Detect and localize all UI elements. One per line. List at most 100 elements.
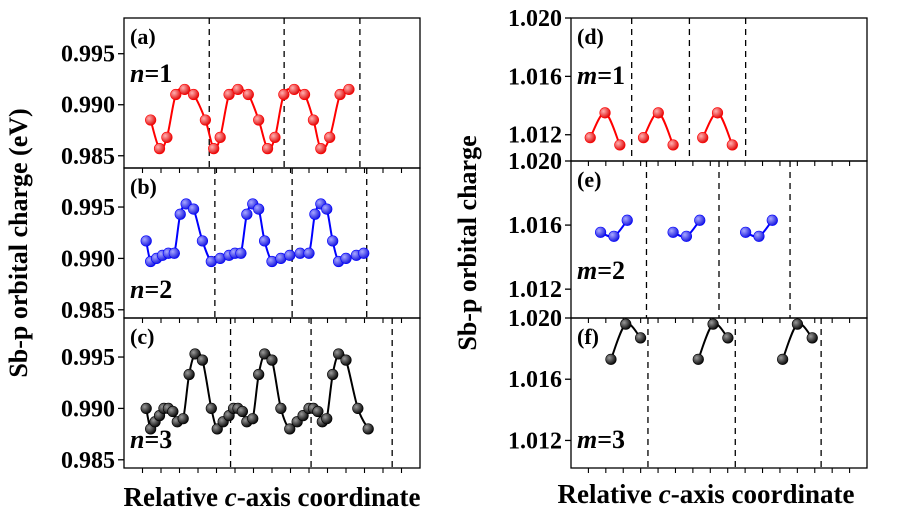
data-point: [153, 143, 166, 155]
data-point: [362, 423, 374, 435]
data-point: [298, 88, 311, 101]
data-point: [187, 88, 200, 101]
y-tick-label: 0.990: [61, 396, 115, 422]
data-point: [253, 114, 265, 126]
data-point: [791, 318, 804, 330]
data-point: [307, 114, 320, 126]
panel-f: 1.020 1.016 1.012 (f) m=3: [508, 306, 868, 473]
data-point: [620, 318, 632, 330]
data-point: [722, 332, 734, 344]
data-point: [232, 83, 244, 96]
panel-parameter-label: n=2: [130, 275, 172, 304]
data-point: [266, 354, 278, 366]
y-tick-label: 1.020: [508, 149, 562, 175]
panel-letter: (f): [577, 324, 599, 349]
left-y-axis-label: Sb-p orbital charge (eV): [4, 108, 33, 377]
data-point: [235, 247, 247, 259]
data-point: [806, 332, 818, 344]
parameter-value: =1: [597, 61, 625, 90]
parameter-value: =1: [144, 59, 172, 88]
data-point: [303, 247, 315, 259]
data-point: [177, 413, 189, 425]
right-x-axis-label: Relative c-axis coordinate: [558, 479, 855, 509]
parameter-value: =3: [597, 425, 625, 454]
data-point: [259, 235, 271, 247]
y-tick-label: 0.985: [61, 448, 115, 474]
panel-letter: (b): [130, 174, 157, 199]
data-point: [697, 132, 709, 144]
data-point: [174, 208, 186, 220]
y-tick-label: 1.016: [508, 213, 562, 239]
right-y-axis-label: Sb-p orbital charge: [453, 135, 482, 350]
data-point: [269, 131, 281, 143]
panel-frame: [570, 317, 868, 469]
data-point: [740, 226, 752, 238]
data-point: [667, 226, 679, 238]
data-point: [324, 131, 336, 143]
panel-a: 0.995 0.990 0.985 (a) n=1: [61, 17, 421, 173]
data-point: [167, 405, 179, 418]
parameter-value: =3: [144, 425, 172, 454]
parameter-variable: n: [130, 59, 144, 88]
data-point: [205, 402, 217, 415]
panel-c: 0.995 0.990 0.985 (c) n=3: [61, 317, 421, 474]
data-point: [284, 423, 296, 435]
data-point: [766, 214, 778, 226]
parameter-variable: m: [577, 425, 597, 454]
parameter-value: =2: [144, 275, 172, 304]
data-point: [179, 83, 191, 96]
data-point: [634, 332, 647, 344]
panel-parameter-label: m=2: [577, 256, 625, 285]
data-point: [145, 114, 157, 126]
data-point: [214, 131, 226, 143]
data-point: [309, 208, 321, 220]
data-point: [168, 247, 180, 259]
data-point: [196, 235, 209, 247]
data-point: [253, 203, 265, 215]
data-point: [584, 132, 596, 144]
panel-parameter-label: m=3: [577, 425, 625, 454]
y-tick-label: 1.016: [508, 64, 562, 90]
data-point: [189, 348, 201, 360]
data-point: [312, 405, 324, 418]
data-point: [621, 214, 633, 226]
data-point: [753, 230, 765, 242]
data-point: [321, 413, 333, 425]
panel-d: 1.020 1.016 1.012 (d) m=1: [508, 6, 868, 166]
data-point: [334, 88, 346, 101]
data-point: [608, 230, 620, 242]
panel-letter: (d): [577, 24, 604, 49]
panel-b: 0.995 0.990 0.985 (b) n=2: [61, 167, 421, 324]
data-point: [223, 88, 235, 101]
data-point: [321, 203, 333, 215]
data-point: [599, 107, 611, 119]
data-point: [183, 368, 195, 381]
y-tick-label: 1.016: [508, 367, 562, 393]
data-point: [777, 353, 789, 365]
y-tick-label: 0.990: [61, 246, 115, 272]
panel-letter: (c): [130, 324, 154, 349]
y-tick-label: 1.020: [508, 306, 562, 332]
data-point: [196, 354, 209, 366]
data-point: [208, 143, 220, 155]
data-point: [327, 368, 339, 381]
panel-e: 1.020 1.016 1.012 (e) m=2: [508, 149, 868, 323]
data-point: [170, 88, 182, 101]
data-point: [352, 402, 364, 415]
data-point: [594, 226, 607, 238]
data-point: [140, 235, 152, 247]
parameter-variable: m: [577, 61, 597, 90]
data-point: [614, 139, 626, 151]
panels: 0.9950.9900.985(a)n=10.9950.9900.985(b)n…: [61, 6, 868, 474]
data-point: [140, 402, 152, 415]
panel-parameter-label: n=1: [130, 59, 172, 88]
y-tick-label: 0.985: [61, 298, 115, 324]
data-point: [605, 353, 617, 365]
data-point: [726, 139, 738, 151]
y-tick-label: 1.012: [508, 428, 562, 454]
data-point: [161, 131, 173, 143]
data-point: [652, 107, 664, 119]
data-point: [253, 368, 265, 381]
data-point: [259, 348, 271, 360]
